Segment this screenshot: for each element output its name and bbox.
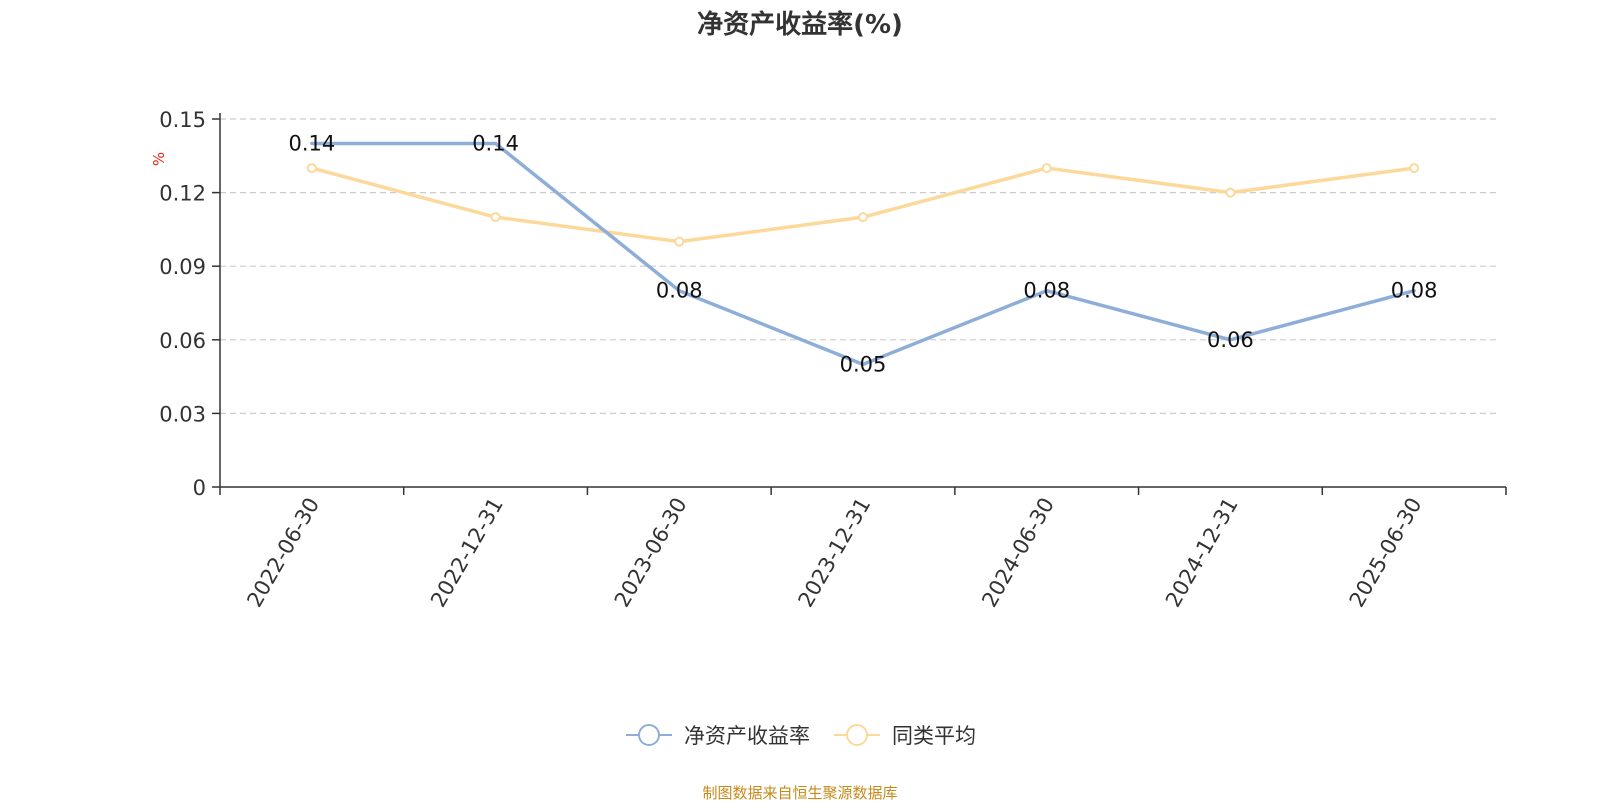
legend: 净资产收益率 同类平均 <box>0 720 1600 750</box>
legend-item[interactable]: 同类平均 <box>832 720 976 750</box>
chart-title: 净资产收益率(%) <box>697 10 903 40</box>
x-tick-label: 2022-12-31 <box>426 494 508 612</box>
data-label: 0.06 <box>1207 328 1254 352</box>
x-tick-label: 2025-06-30 <box>1345 494 1427 612</box>
y-tick-label: 0 <box>193 476 206 500</box>
data-label: 0.14 <box>288 132 335 156</box>
y-tick-label: 0.15 <box>159 108 206 132</box>
series-point-average <box>1225 187 1236 198</box>
x-tick-label: 2022-06-30 <box>242 494 324 612</box>
legend-label: 同类平均 <box>892 724 976 748</box>
series-point-average <box>306 163 317 174</box>
y-tick-label: 0.09 <box>159 255 206 279</box>
data-label: 0.14 <box>472 132 519 156</box>
series-line-0 <box>310 141 1416 367</box>
legend-label: 净资产收益率 <box>684 724 810 748</box>
x-tick-label: 2023-06-30 <box>610 494 692 612</box>
series-point-average <box>858 212 868 223</box>
x-tick-label: 2024-12-31 <box>1161 494 1243 612</box>
y-tick-label: 0.03 <box>159 402 206 426</box>
y-tick-label: 0.06 <box>159 329 206 353</box>
x-tick-label: 2023-12-31 <box>794 494 876 612</box>
legend-item[interactable]: 净资产收益率 <box>624 720 810 750</box>
source-note: 制图数据来自恒生聚源数据库 <box>702 784 898 802</box>
data-label: 0.08 <box>1391 279 1438 303</box>
y-tick-label: 0.12 <box>159 182 206 206</box>
series-point-average <box>674 236 685 247</box>
data-label: 0.05 <box>840 352 887 376</box>
data-label: 0.08 <box>1023 279 1070 303</box>
series-point-average <box>1409 163 1420 174</box>
data-label: 0.08 <box>656 279 703 303</box>
series-point-average <box>490 212 501 223</box>
x-tick-label: 2024-06-30 <box>977 494 1059 612</box>
y-axis-unit-label: % <box>150 152 168 166</box>
series-line-1 <box>310 166 1416 244</box>
legend-swatch-icon <box>626 724 672 746</box>
series-point-average <box>1041 163 1052 174</box>
legend-swatch-icon <box>834 724 880 746</box>
